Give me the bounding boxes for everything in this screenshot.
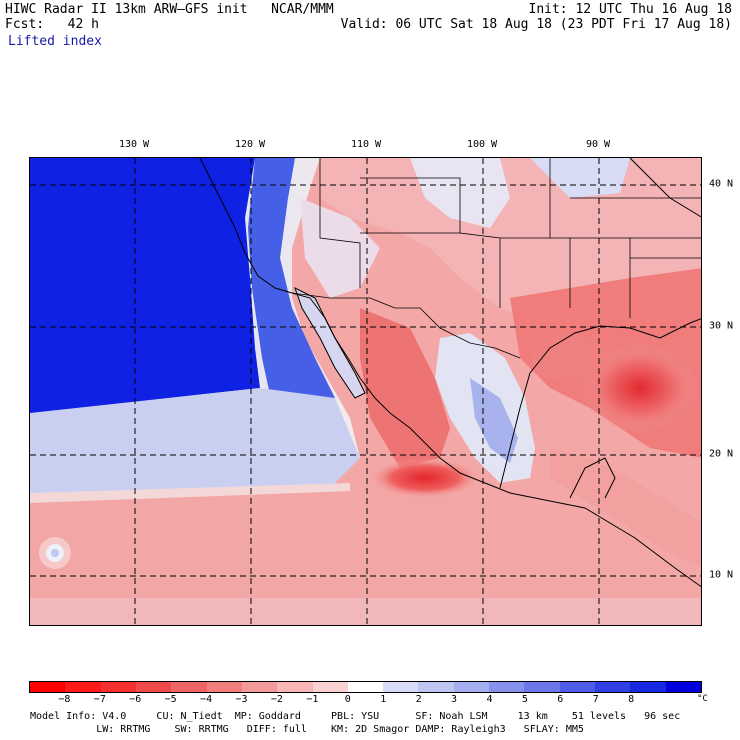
colorbar-tick-label: −6: [129, 694, 142, 705]
itcz-region: [30, 488, 701, 625]
lifted-index-map: [29, 157, 702, 626]
lat-label-20n: 20 N: [709, 448, 734, 460]
colorbar-tick-label: −5: [164, 694, 177, 705]
plateau-stable-core: [470, 378, 518, 463]
model-info-line1: Model Info: V4.0 CU: N_Tiedt MP: Goddard…: [30, 711, 681, 722]
colorbar-swatch: [277, 682, 313, 692]
colorbar-tick-label: 3: [451, 694, 458, 705]
colorbar-tick-label: 0: [344, 694, 351, 705]
valid-time: Valid: 06 UTC Sat 18 Aug 18 (23 PDT Fri …: [340, 17, 732, 32]
colorbar: [29, 681, 702, 693]
pacific-deep-stable: [30, 158, 260, 413]
coastal-stable: [248, 158, 335, 418]
colorbar-swatch: [383, 682, 419, 692]
colorbar-tick-label: −1: [306, 694, 319, 705]
cyclone-swirl: [39, 537, 71, 569]
colorbar-swatch: [100, 682, 136, 692]
colorbar-tick-label: −7: [93, 694, 106, 705]
colorbar-swatch: [453, 682, 490, 692]
colorbar-tick-label: 4: [486, 694, 493, 705]
colorbar-swatch: [665, 682, 701, 692]
lat-label-30n: 30 N: [709, 320, 734, 332]
colorbar-swatch: [418, 682, 454, 692]
colorbar-swatch: [30, 682, 66, 692]
southern-band: [30, 598, 701, 625]
colorbar-swatch: [206, 682, 242, 692]
lon-label-130w: 130 W: [118, 139, 150, 150]
sierra-madre-unstable: [360, 308, 450, 468]
colorbar-swatch: [135, 682, 172, 692]
colorbar-tick-label: −2: [270, 694, 283, 705]
colorbar-unit: °C: [697, 694, 708, 704]
colorbar-swatch: [347, 682, 384, 692]
pacific-transition: [30, 388, 360, 498]
init-time: Init: 12 UTC Thu 16 Aug 18: [528, 2, 733, 17]
field-name: Lifted index: [8, 34, 102, 49]
colorbar-swatch: [559, 682, 595, 692]
colorbar-swatch: [630, 682, 666, 692]
model-title: HIWC Radar II 13km ARW–GFS init NCAR/MMM: [5, 2, 334, 17]
colorbar-tick-label: −3: [235, 694, 248, 705]
colorbar-swatch: [241, 682, 278, 692]
colorbar-tick-label: −8: [58, 694, 71, 705]
colorbar-tick-label: −4: [200, 694, 213, 705]
model-info-line2: LW: RRTMG SW: RRTMG DIFF: full KM: 2D Sm…: [30, 724, 584, 735]
graticule: [30, 158, 701, 625]
colorbar-tick-label: 2: [415, 694, 422, 705]
lon-label-110w: 110 W: [350, 139, 382, 150]
colorbar-swatch: [489, 682, 525, 692]
colorbar-tick-label: 1: [380, 694, 387, 705]
map-canvas: [30, 158, 701, 625]
mexico-hotspot: [370, 458, 480, 498]
colorbar-swatch: [171, 682, 207, 692]
colorbar-swatch: [524, 682, 560, 692]
colorbar-tick-label: 8: [628, 694, 635, 705]
colorbar-swatch: [312, 682, 348, 692]
colorbar-swatch: [65, 682, 101, 692]
forecast-hour: Fcst: 42 h: [5, 17, 99, 32]
lon-label-90w: 90 W: [585, 139, 611, 150]
colorbar-tick-label: 6: [557, 694, 564, 705]
lat-label-40n: 40 N: [709, 178, 734, 190]
lon-label-120w: 120 W: [234, 139, 266, 150]
gulf-hotspot: [580, 343, 700, 433]
north-neutral: [530, 158, 630, 198]
colorbar-tick-label: 5: [521, 694, 528, 705]
lon-label-100w: 100 W: [466, 139, 498, 150]
baja-california: [295, 288, 365, 398]
gulf-hotspot-2: [530, 333, 610, 383]
colorbar-tick-label: 7: [592, 694, 599, 705]
lat-label-10n: 10 N: [709, 569, 734, 581]
political-borders: [291, 158, 701, 359]
colorbar-swatch: [595, 682, 631, 692]
central-america: [550, 448, 701, 568]
